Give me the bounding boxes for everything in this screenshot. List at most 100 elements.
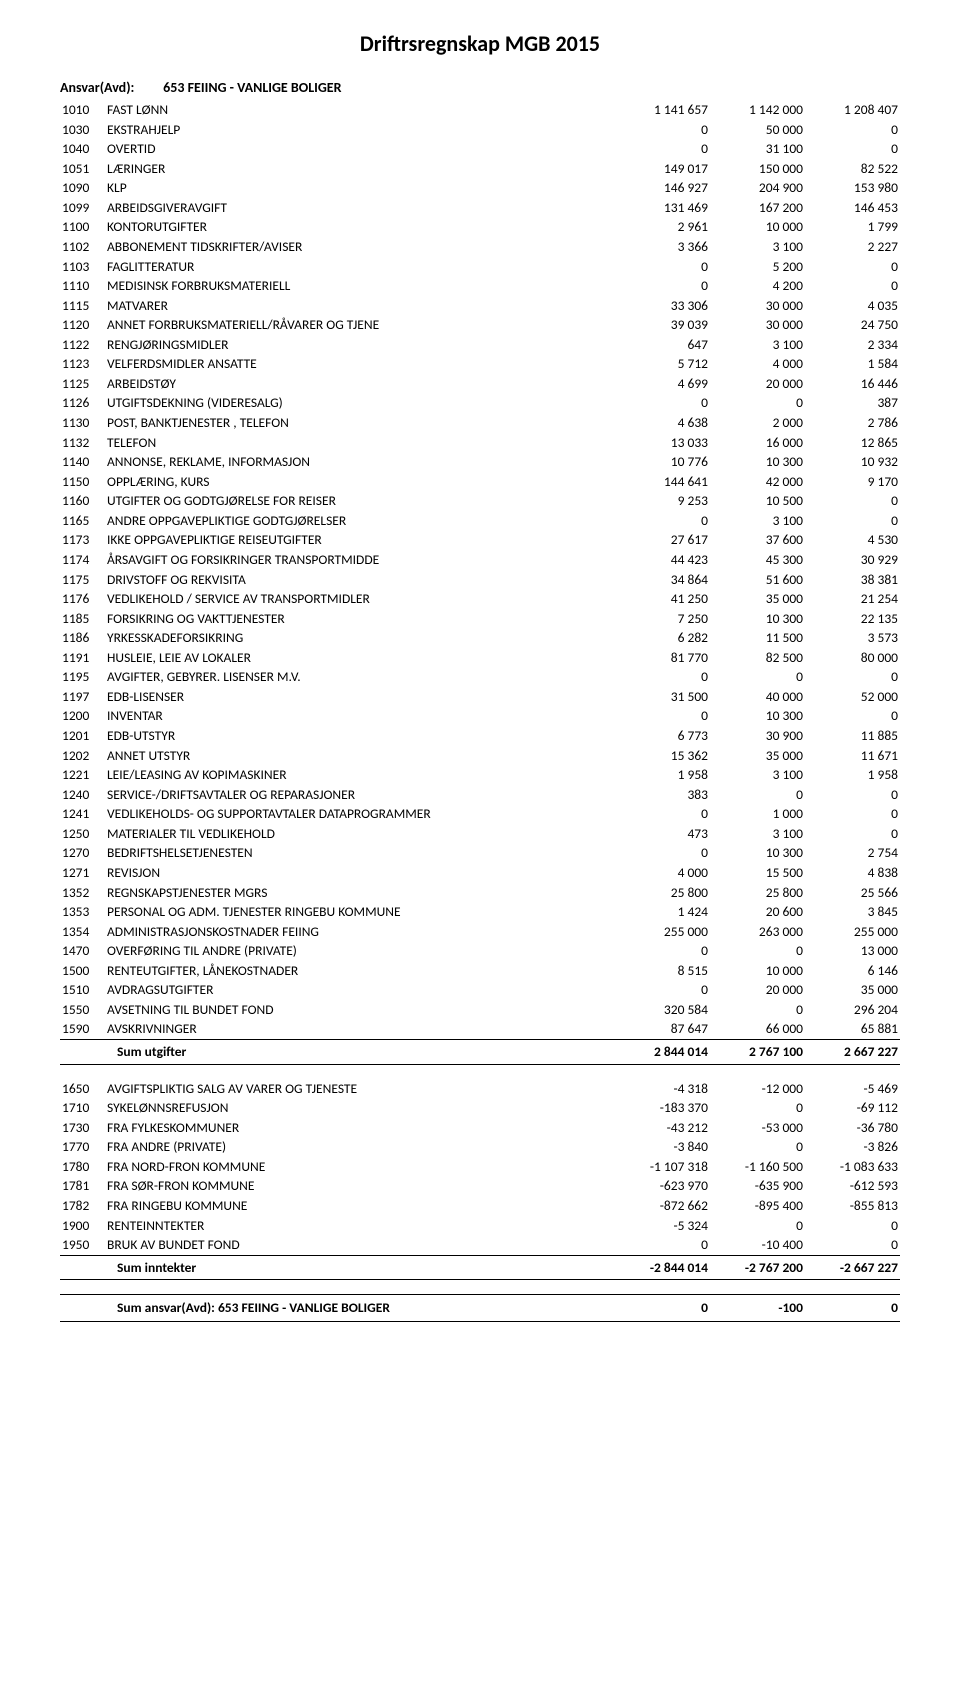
table-row: 1782FRA RINGEBU KOMMUNE-872 662-895 400-… <box>60 1196 900 1216</box>
row-v3: 30 929 <box>805 550 900 570</box>
row-v1: 44 423 <box>615 550 710 570</box>
row-v1: 2 961 <box>615 217 710 237</box>
row-v3: 1 799 <box>805 217 900 237</box>
row-v1: 0 <box>615 120 710 140</box>
row-code: 1352 <box>60 883 105 903</box>
row-v2: 3 100 <box>710 765 805 785</box>
row-v1: 9 253 <box>615 491 710 511</box>
row-code: 1550 <box>60 1000 105 1020</box>
row-code: 1271 <box>60 863 105 883</box>
row-v1: 10 776 <box>615 452 710 472</box>
row-desc: UTGIFTER OG GODTGJØRELSE FOR REISER <box>105 491 615 511</box>
row-code: 1240 <box>60 785 105 805</box>
row-code: 1186 <box>60 628 105 648</box>
table-row: 1470OVERFØRING TIL ANDRE (PRIVATE)0013 0… <box>60 941 900 961</box>
row-desc: FRA NORD-FRON KOMMUNE <box>105 1157 615 1177</box>
table-row: 1126UTGIFTSDEKNING (VIDERESALG)00387 <box>60 393 900 413</box>
section-header: Ansvar(Avd): 653 FEIING - VANLIGE BOLIGE… <box>60 79 900 96</box>
table-row: 1221LEIE/LEASING AV KOPIMASKINER1 9583 1… <box>60 765 900 785</box>
row-v2: 1 000 <box>710 804 805 824</box>
row-v1: 383 <box>615 785 710 805</box>
row-v3: 12 865 <box>805 433 900 453</box>
row-v2: 31 100 <box>710 139 805 159</box>
row-v1: 1 958 <box>615 765 710 785</box>
row-v2: -895 400 <box>710 1196 805 1216</box>
row-v1: 7 250 <box>615 609 710 629</box>
row-v2: 0 <box>710 1000 805 1020</box>
row-code: 1510 <box>60 980 105 1000</box>
row-code: 1126 <box>60 393 105 413</box>
row-v2: 51 600 <box>710 570 805 590</box>
row-code: 1122 <box>60 335 105 355</box>
row-desc: ANNET FORBRUKSMATERIELL/RÅVARER OG TJENE <box>105 315 615 335</box>
row-code: 1150 <box>60 472 105 492</box>
row-v1: 6 773 <box>615 726 710 746</box>
row-v1: -872 662 <box>615 1196 710 1216</box>
row-v2: 0 <box>710 941 805 961</box>
row-desc: OVERTID <box>105 139 615 159</box>
row-code: 1730 <box>60 1118 105 1138</box>
row-desc: OPPLÆRING, KURS <box>105 472 615 492</box>
table-row: 1950BRUK AV BUNDET FOND0-10 4000 <box>60 1235 900 1255</box>
table-row: 1175DRIVSTOFF OG REKVISITA34 86451 60038… <box>60 570 900 590</box>
row-desc: ARBEIDSGIVERAVGIFT <box>105 198 615 218</box>
row-v1: 4 000 <box>615 863 710 883</box>
row-desc: RENGJØRINGSMIDLER <box>105 335 615 355</box>
row-v1: 13 033 <box>615 433 710 453</box>
row-v2: 20 600 <box>710 902 805 922</box>
table-row: 1090KLP146 927204 900153 980 <box>60 178 900 198</box>
table-row: 1201EDB-UTSTYR6 77330 90011 885 <box>60 726 900 746</box>
table-row: 1240SERVICE-/DRIFTSAVTALER OG REPARASJON… <box>60 785 900 805</box>
row-v3: 1 208 407 <box>805 100 900 120</box>
row-v2: 10 300 <box>710 609 805 629</box>
row-v1: 149 017 <box>615 159 710 179</box>
table-row: 1197EDB-LISENSER31 50040 00052 000 <box>60 687 900 707</box>
row-code: 1221 <box>60 765 105 785</box>
table-row: 1650AVGIFTSPLIKTIG SALG AV VARER OG TJEN… <box>60 1079 900 1099</box>
row-v2: 204 900 <box>710 178 805 198</box>
row-desc: AVDRAGSUTGIFTER <box>105 980 615 1000</box>
row-v3: 0 <box>805 785 900 805</box>
row-v2: -635 900 <box>710 1176 805 1196</box>
row-v1: 1 141 657 <box>615 100 710 120</box>
row-v3: 21 254 <box>805 589 900 609</box>
row-v3: 0 <box>805 257 900 277</box>
row-v3: 9 170 <box>805 472 900 492</box>
row-code: 1102 <box>60 237 105 257</box>
row-v1: 0 <box>615 393 710 413</box>
sum-label: Sum utgifter <box>105 1040 615 1065</box>
row-v2: 0 <box>710 393 805 413</box>
row-v2: 37 600 <box>710 530 805 550</box>
table-row: 1200INVENTAR010 3000 <box>60 706 900 726</box>
row-v2: 15 500 <box>710 863 805 883</box>
row-v1: 0 <box>615 667 710 687</box>
row-desc: ANDRE OPPGAVEPLIKTIGE GODTGJØRELSER <box>105 511 615 531</box>
row-v3: 0 <box>805 511 900 531</box>
row-v2: 4 000 <box>710 354 805 374</box>
row-desc: OVERFØRING TIL ANDRE (PRIVATE) <box>105 941 615 961</box>
row-code: 1110 <box>60 276 105 296</box>
row-v3: 16 446 <box>805 374 900 394</box>
row-code: 1353 <box>60 902 105 922</box>
row-code: 1200 <box>60 706 105 726</box>
row-desc: BRUK AV BUNDET FOND <box>105 1235 615 1255</box>
row-v3: 4 530 <box>805 530 900 550</box>
row-code: 1123 <box>60 354 105 374</box>
row-desc: POST, BANKTJENESTER , TELEFON <box>105 413 615 433</box>
sum-v3: 2 667 227 <box>805 1040 900 1065</box>
row-v3: 0 <box>805 824 900 844</box>
row-v3: 0 <box>805 120 900 140</box>
row-code: 1176 <box>60 589 105 609</box>
table-row: 1354ADMINISTRASJONSKOSTNADER FEIING255 0… <box>60 922 900 942</box>
row-v2: 66 000 <box>710 1019 805 1039</box>
total-table: Sum ansvar(Avd): 653 FEIING - VANLIGE BO… <box>60 1294 900 1322</box>
row-code: 1590 <box>60 1019 105 1039</box>
table-row: 1202ANNET UTSTYR15 36235 00011 671 <box>60 746 900 766</box>
row-v3: 3 573 <box>805 628 900 648</box>
row-v1: 320 584 <box>615 1000 710 1020</box>
table-row: 1550AVSETNING TIL BUNDET FOND320 5840296… <box>60 1000 900 1020</box>
row-v3: -1 083 633 <box>805 1157 900 1177</box>
row-v3: 1 584 <box>805 354 900 374</box>
row-code: 1132 <box>60 433 105 453</box>
table-row: 1051LÆRINGER149 017150 00082 522 <box>60 159 900 179</box>
